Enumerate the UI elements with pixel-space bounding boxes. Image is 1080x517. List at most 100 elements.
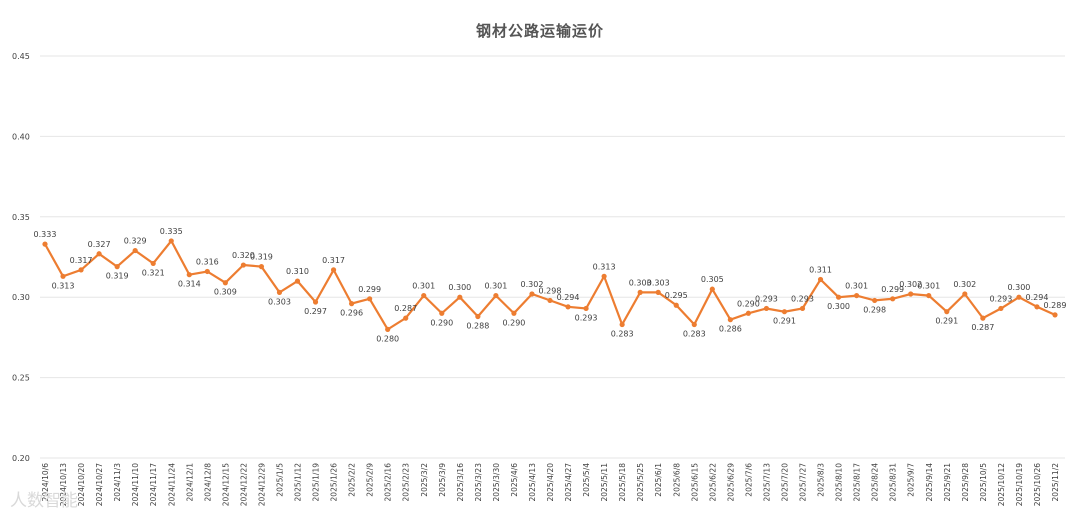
data-label: 0.300 bbox=[1007, 283, 1030, 292]
data-point bbox=[349, 301, 355, 307]
data-label: 0.300 bbox=[827, 302, 850, 311]
data-label: 0.327 bbox=[88, 240, 111, 249]
y-tick-label: 0.35 bbox=[12, 213, 30, 222]
data-point bbox=[619, 321, 625, 328]
data-point bbox=[890, 296, 896, 302]
x-tick-label: 2025/3/23 bbox=[474, 463, 483, 502]
x-tick-label: 2025/1/26 bbox=[330, 463, 339, 502]
data-point bbox=[998, 305, 1004, 312]
y-axis-ticks: 0.20 0.25 0.30 0.35 0.40 0.45 bbox=[12, 52, 30, 463]
data-point bbox=[132, 247, 138, 254]
data-label: 0.289 bbox=[1044, 301, 1067, 310]
x-tick-label: 2025/9/7 bbox=[907, 463, 916, 497]
data-point bbox=[258, 264, 265, 270]
x-tick-label: 2025/4/20 bbox=[546, 463, 555, 502]
data-label: 0.311 bbox=[809, 266, 832, 275]
x-tick-label: 2024/10/20 bbox=[77, 463, 86, 506]
data-label: 0.293 bbox=[755, 294, 778, 303]
data-label: 0.313 bbox=[593, 262, 616, 271]
data-point bbox=[42, 241, 48, 247]
x-tick-label: 2025/4/13 bbox=[528, 463, 537, 502]
data-label: 0.301 bbox=[845, 282, 868, 291]
x-tick-label: 2024/12/29 bbox=[257, 463, 266, 506]
data-point bbox=[529, 291, 535, 297]
x-tick-label: 2024/12/8 bbox=[203, 463, 212, 502]
data-point bbox=[691, 321, 697, 328]
data-point bbox=[403, 315, 409, 321]
data-label: 0.303 bbox=[629, 278, 652, 287]
data-label: 0.329 bbox=[124, 237, 147, 246]
data-point bbox=[781, 309, 788, 315]
data-label: 0.291 bbox=[773, 317, 796, 326]
data-point bbox=[439, 310, 445, 316]
x-tick-label: 2024/10/27 bbox=[95, 463, 104, 506]
data-label: 0.335 bbox=[160, 227, 183, 236]
x-tick-label: 2025/3/16 bbox=[456, 463, 465, 502]
x-tick-label: 2025/2/16 bbox=[384, 463, 393, 502]
data-label: 0.291 bbox=[935, 317, 958, 326]
data-point bbox=[926, 292, 932, 299]
data-label: 0.310 bbox=[286, 267, 309, 276]
data-label: 0.333 bbox=[34, 230, 57, 239]
data-point bbox=[186, 272, 192, 278]
data-label: 0.303 bbox=[647, 278, 670, 287]
x-tick-label: 2025/11/2 bbox=[1051, 463, 1060, 502]
x-tick-label: 2024/12/1 bbox=[185, 463, 194, 502]
x-tick-label: 2025/1/12 bbox=[294, 463, 303, 502]
data-point bbox=[421, 292, 427, 299]
data-label: 0.302 bbox=[521, 280, 544, 289]
x-tick-label: 2025/4/27 bbox=[564, 463, 573, 502]
watermark-text: 人数智能 bbox=[10, 491, 78, 511]
data-label: 0.320 bbox=[232, 251, 255, 260]
data-point bbox=[655, 289, 661, 295]
data-point bbox=[457, 294, 463, 300]
y-tick-label: 0.25 bbox=[12, 374, 30, 383]
data-point bbox=[872, 297, 878, 304]
data-label: 0.299 bbox=[358, 285, 381, 294]
x-tick-label: 2025/2/2 bbox=[348, 463, 357, 497]
x-tick-label: 2025/10/26 bbox=[1033, 463, 1042, 506]
x-tick-label: 2024/10/13 bbox=[59, 463, 68, 506]
y-tick-label: 0.30 bbox=[12, 293, 30, 302]
data-point bbox=[150, 260, 156, 267]
x-tick-label: 2025/3/9 bbox=[438, 463, 447, 497]
x-tick-label: 2025/8/31 bbox=[889, 463, 898, 502]
x-tick-label: 2025/10/5 bbox=[979, 463, 988, 502]
data-label: 0.283 bbox=[611, 330, 634, 339]
x-axis-ticks: 2024/10/6 2024/10/13 2024/10/20 2024/10/27 2… bbox=[41, 463, 1060, 506]
data-point bbox=[96, 251, 102, 257]
x-tick-label: 2024/10/6 bbox=[41, 463, 50, 502]
data-label: 0.303 bbox=[268, 297, 291, 306]
y-tick-label: 0.45 bbox=[12, 52, 30, 61]
x-tick-label: 2025/8/10 bbox=[835, 463, 844, 502]
x-tick-label: 2025/3/2 bbox=[420, 463, 429, 497]
x-tick-label: 2025/9/21 bbox=[943, 463, 952, 502]
data-label: 0.317 bbox=[322, 256, 345, 265]
x-tick-label: 2024/11/3 bbox=[113, 463, 122, 502]
x-tick-label: 2025/7/13 bbox=[762, 463, 771, 502]
x-tick-label: 2025/8/24 bbox=[871, 463, 880, 502]
data-point bbox=[673, 302, 679, 308]
data-point bbox=[944, 309, 950, 315]
data-label: 0.290 bbox=[502, 318, 525, 327]
data-label: 0.321 bbox=[142, 268, 165, 277]
data-label: 0.299 bbox=[881, 285, 904, 294]
data-labels: 0.333 0.313 0.317 0.327 0.319 0.329 0.321 0.335… bbox=[34, 227, 1067, 343]
data-point bbox=[475, 313, 481, 320]
data-point bbox=[168, 238, 174, 244]
x-tick-label: 2025/9/14 bbox=[925, 463, 934, 502]
data-label: 0.301 bbox=[412, 282, 435, 291]
data-label: 0.293 bbox=[575, 313, 598, 322]
data-label: 0.319 bbox=[106, 272, 129, 281]
data-label: 0.290 bbox=[737, 299, 760, 308]
data-label: 0.301 bbox=[484, 282, 507, 291]
chart-title: 钢材公路运输运价 bbox=[475, 22, 604, 40]
data-label: 0.294 bbox=[557, 293, 580, 302]
data-label: 0.296 bbox=[340, 309, 363, 318]
data-label: 0.314 bbox=[178, 280, 201, 289]
x-tick-label: 2025/8/17 bbox=[853, 463, 862, 502]
data-point bbox=[1034, 304, 1040, 310]
data-label: 0.309 bbox=[214, 288, 237, 297]
x-tick-label: 2025/6/29 bbox=[726, 463, 735, 502]
